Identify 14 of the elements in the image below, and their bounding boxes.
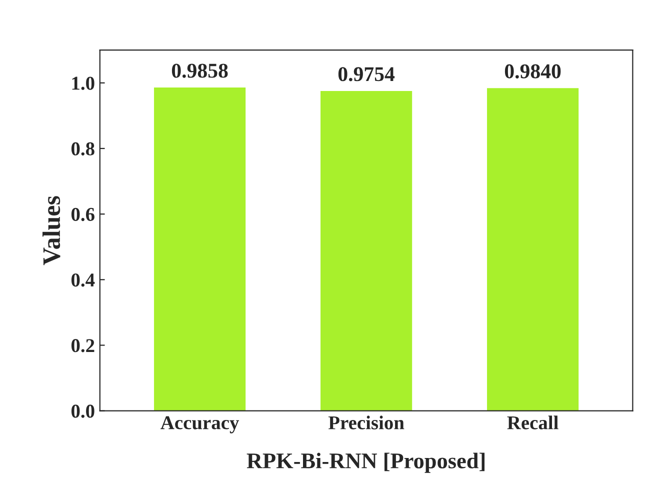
- y-tick-label: 0.0: [71, 404, 94, 418]
- y-tick-label: 0.8: [71, 142, 94, 156]
- y-tick-label: 0.4: [71, 273, 95, 287]
- data-label: 0.9840: [504, 64, 561, 78]
- x-tick-label: Precision: [328, 416, 404, 430]
- y-tick-label: 0.2: [71, 339, 94, 352]
- y-tick-label: 1.0: [72, 76, 94, 90]
- y-axis-title: Values: [42, 196, 60, 266]
- data-label: 0.9858: [172, 64, 228, 78]
- x-tick-label: Recall: [507, 416, 558, 430]
- data-label: 0.9754: [338, 67, 395, 82]
- x-axis-title: RPK-Bi-RNN [Proposed]: [246, 452, 485, 473]
- y-tick-label: 0.6: [71, 208, 94, 222]
- x-tick-label: Accuracy: [160, 416, 240, 434]
